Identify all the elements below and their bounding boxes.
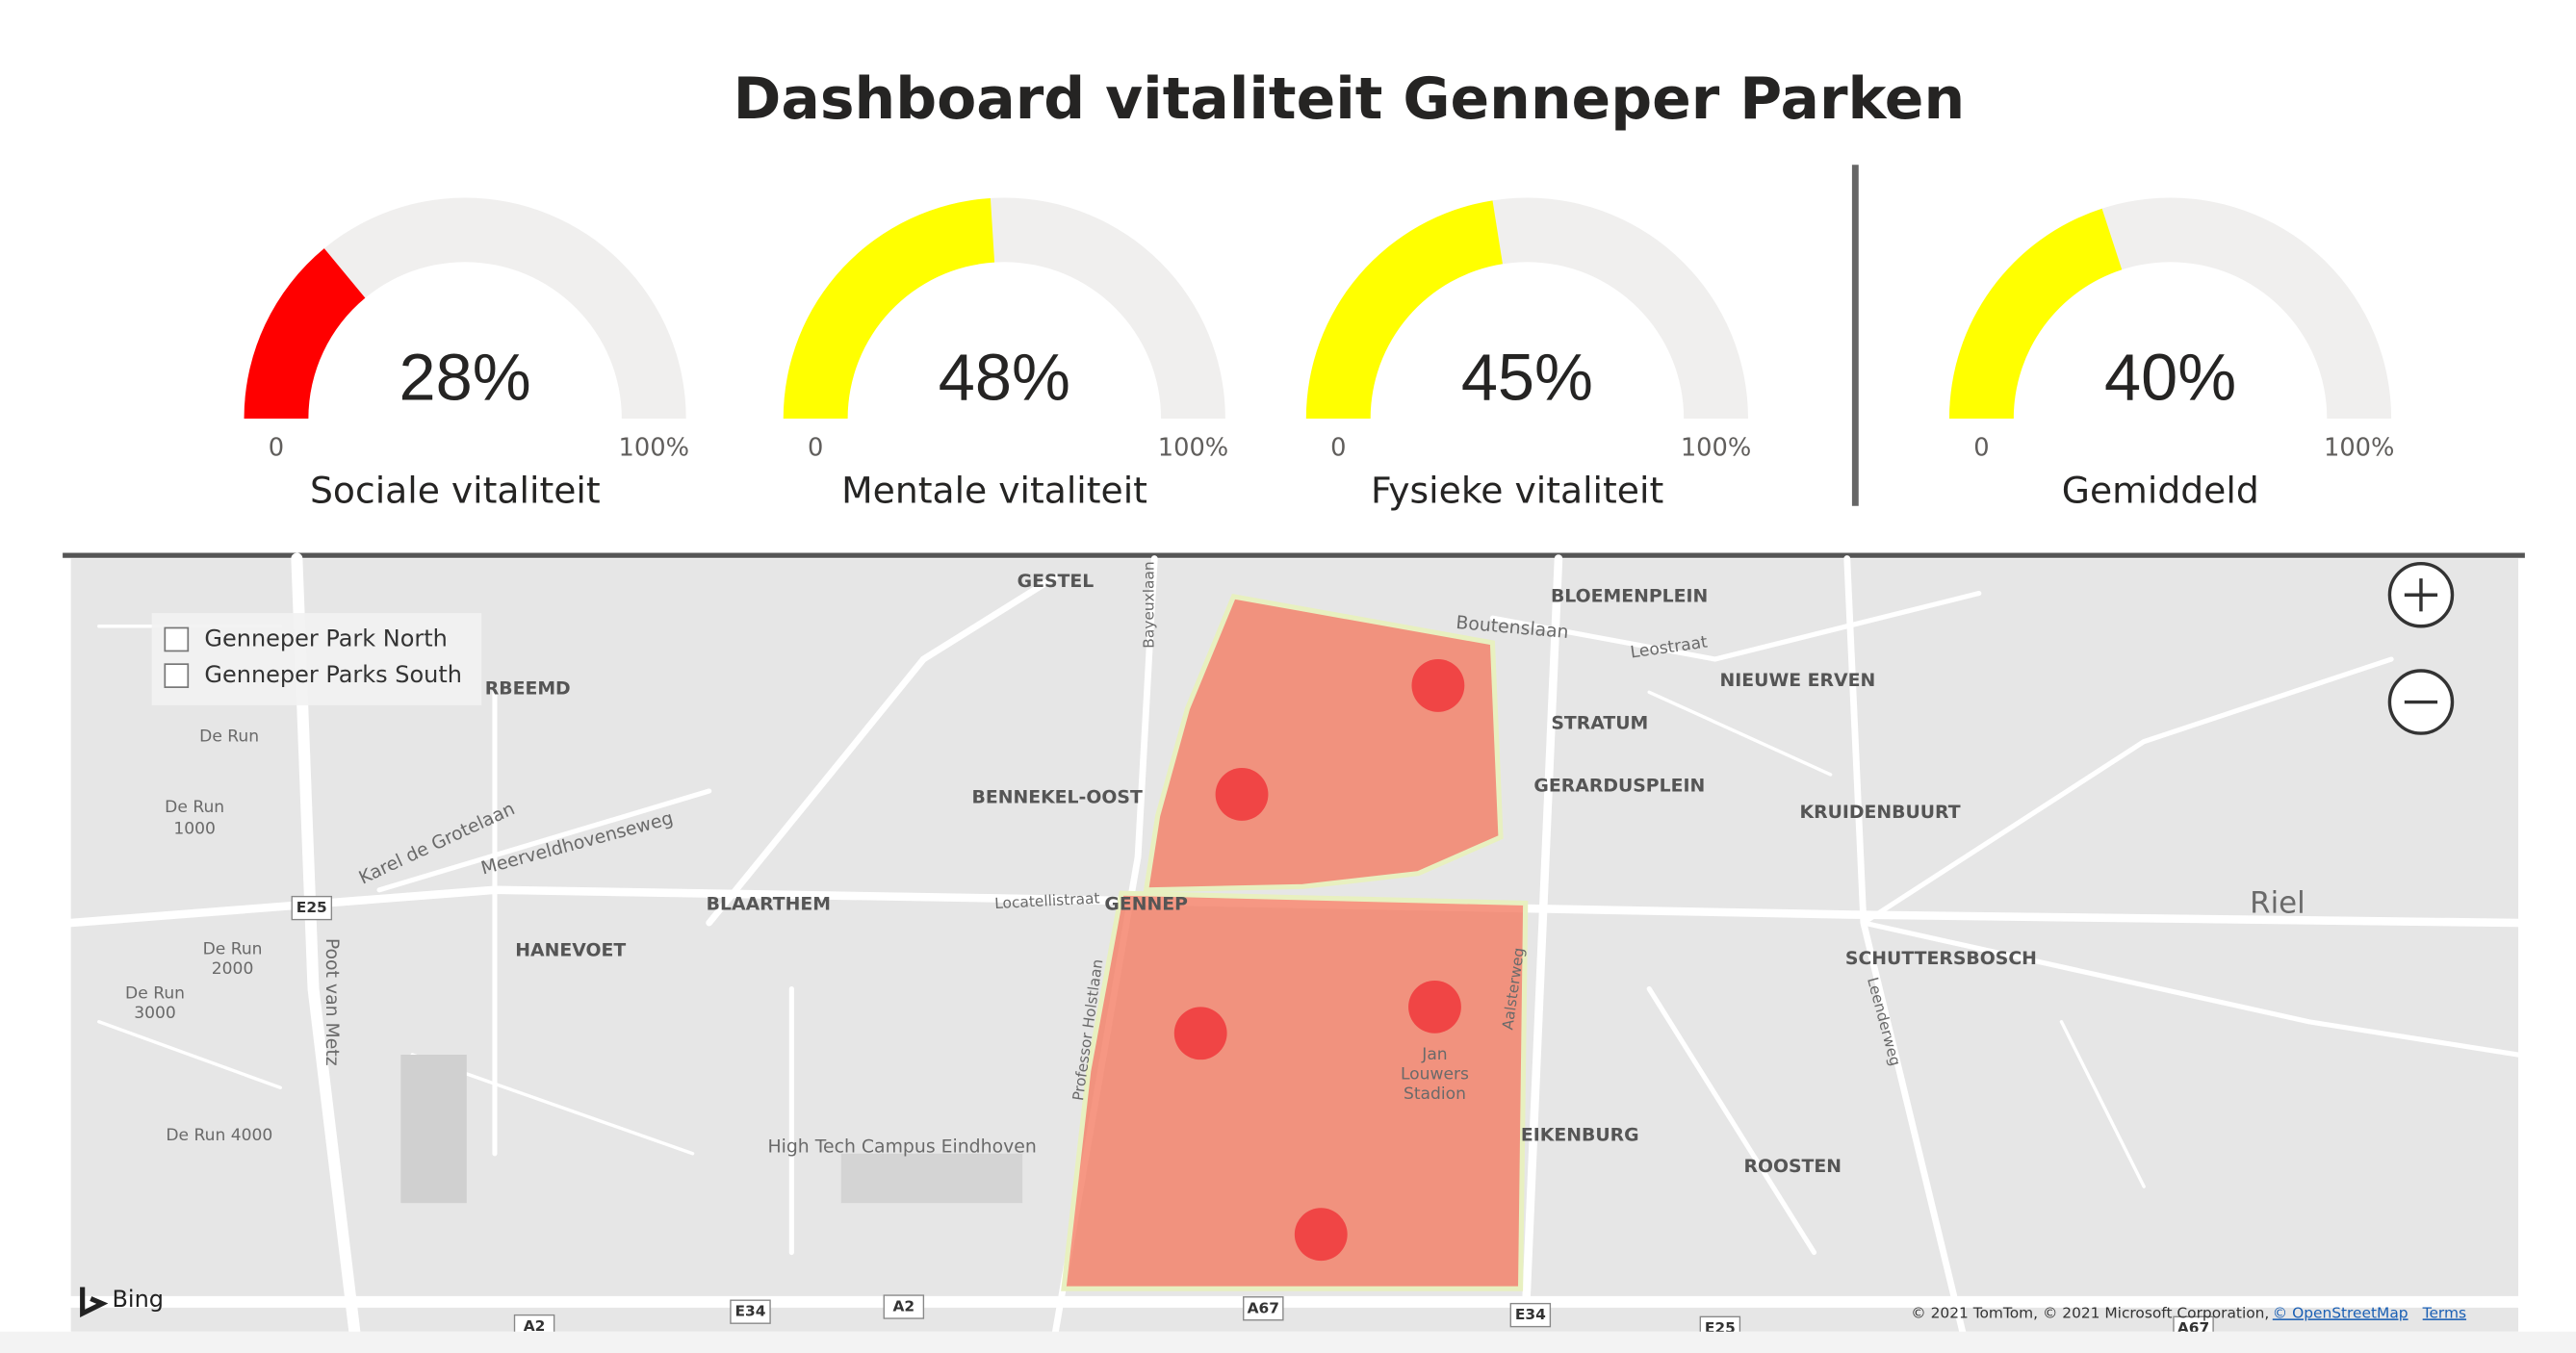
gauge-value-label: 48%	[939, 340, 1070, 414]
map-label: BLAARTHEM	[707, 895, 831, 915]
map-label: Louwers	[1401, 1065, 1469, 1085]
gauge-title: Fysieke vitaliteit	[1371, 470, 1663, 512]
map-label: De Run	[199, 728, 259, 747]
plus-icon	[2404, 578, 2438, 612]
gauge-title: Sociale vitaliteit	[310, 470, 601, 512]
dashboard-title: Dashboard vitaliteit Genneper Parken	[734, 65, 1966, 133]
gauge-track	[244, 197, 686, 419]
parks	[1061, 594, 1529, 1291]
map-label: 2000	[212, 959, 254, 979]
map-label: Bayeuxlaan	[1141, 561, 1158, 648]
map: GESTELBLOEMENPLEINBoutenslaanLeostraatNI…	[64, 552, 2525, 1340]
road-sign-label: E34	[1515, 1306, 1546, 1323]
zoom-out[interactable]	[2387, 669, 2455, 735]
map-label: STRATUM	[1551, 713, 1648, 733]
legend-checkbox[interactable]	[164, 663, 190, 688]
zoom-in[interactable]	[2387, 561, 2455, 628]
attribution: © 2021 TomTom, © 2021 Microsoft Corporat…	[1911, 1304, 2269, 1321]
road-sign-label: A2	[892, 1298, 914, 1315]
hotspot	[1294, 1208, 1348, 1262]
map-label: 3000	[134, 1004, 176, 1023]
hotspot	[1408, 980, 1461, 1034]
map-label: De Run	[203, 939, 263, 958]
map-label: HANEVOET	[515, 941, 626, 961]
road-sign	[291, 895, 333, 921]
legend-checkbox[interactable]	[164, 626, 190, 652]
terms-link[interactable]: Terms	[2422, 1304, 2466, 1321]
map-label: SCHUTTERSBOSCH	[1845, 949, 2037, 969]
road-sign-label: E25	[296, 899, 327, 916]
legend-box	[151, 613, 482, 705]
gauge-value-label: 28%	[399, 340, 531, 414]
legend-label: Genneper Park North	[204, 625, 447, 651]
road-sign-label: A67	[1248, 1299, 1279, 1316]
gauge-tick-label: 100%	[1158, 433, 1228, 462]
map-label: NIEUWE ERVEN	[1720, 671, 1876, 691]
map-label: Riel	[2250, 886, 2306, 921]
road-sign	[1509, 1302, 1552, 1328]
map-label: GESTEL	[1018, 572, 1095, 592]
gauge: 40% 0 100% Gemiddeld	[1948, 197, 2394, 512]
gauge-tick-label: 100%	[1681, 433, 1751, 462]
map-label: BENNEKEL-OOST	[971, 787, 1142, 807]
map-label: De Run 4000	[166, 1126, 272, 1145]
hotspot	[1173, 1007, 1227, 1060]
road-sign	[1243, 1296, 1284, 1321]
gauge-value	[244, 248, 366, 419]
gauge: 45% 0 100% Fysieke vitaliteit	[1305, 197, 1751, 512]
map-label: EIKENBURG	[1521, 1125, 1639, 1145]
gauge-tick-label: 0	[1330, 433, 1346, 462]
gauge-value-label: 45%	[1461, 340, 1593, 414]
map-label: Jan	[1421, 1045, 1447, 1064]
area	[840, 1153, 1023, 1204]
park-south	[1061, 890, 1529, 1291]
hotspot	[1411, 659, 1465, 712]
map-label: High Tech Campus Eindhoven	[767, 1136, 1036, 1157]
gauge-title: Mentale vitaliteit	[841, 470, 1147, 512]
map-label: Locatellistraat	[994, 889, 1100, 912]
footer-strip	[0, 1331, 2576, 1353]
gauge-value-label: 40%	[2104, 340, 2236, 414]
gauge-value	[1948, 208, 2123, 419]
map-label: GERARDUSPLEIN	[1533, 776, 1705, 796]
gauges: 28% 0 100% Sociale vitaliteit 48% 0 100% Mental…	[244, 197, 2394, 512]
gauge-value	[1305, 200, 1503, 419]
map-label: RBEEMD	[485, 678, 571, 699]
map-label: De Run	[125, 984, 185, 1004]
map-legend: Genneper Park North Genneper Parks South	[151, 613, 482, 705]
gauge-tick-label: 0	[1973, 433, 1989, 462]
gauge-tick-label: 0	[808, 433, 823, 462]
map-label: ROOSTEN	[1743, 1157, 1842, 1177]
road-sign-label: E34	[735, 1303, 766, 1320]
map-label: KRUIDENBUURT	[1799, 803, 1960, 823]
map-label: BLOEMENPLEIN	[1551, 586, 1708, 606]
area	[400, 1055, 467, 1204]
map-label: 1000	[173, 819, 216, 838]
map-label: Poot van Metz	[322, 938, 342, 1066]
gauge-value	[783, 197, 995, 419]
map-label: GENNEP	[1104, 895, 1188, 915]
gauge-tick-label: 0	[269, 433, 284, 462]
bing-icon	[80, 1287, 109, 1318]
hotspot	[1215, 768, 1269, 821]
road-sign	[883, 1294, 925, 1319]
road-sign	[730, 1299, 771, 1324]
legend-label: Genneper Parks South	[204, 661, 462, 688]
gauge-title: Gemiddeld	[2062, 470, 2259, 512]
road-sign-label: A2	[524, 1317, 546, 1335]
gauge-tick-label: 100%	[619, 433, 689, 462]
map-label: Stadion	[1404, 1085, 1466, 1104]
roads	[64, 552, 2525, 1338]
gauge-tick-label: 100%	[2324, 433, 2394, 462]
map-label: De Run	[165, 798, 224, 817]
osm-link[interactable]: © OpenStreetMap	[2273, 1304, 2409, 1321]
bing-logo: Bing	[112, 1286, 164, 1313]
gauge: 28% 0 100% Sociale vitaliteit	[244, 197, 689, 512]
gauge: 48% 0 100% Mentale vitaliteit	[783, 197, 1228, 512]
